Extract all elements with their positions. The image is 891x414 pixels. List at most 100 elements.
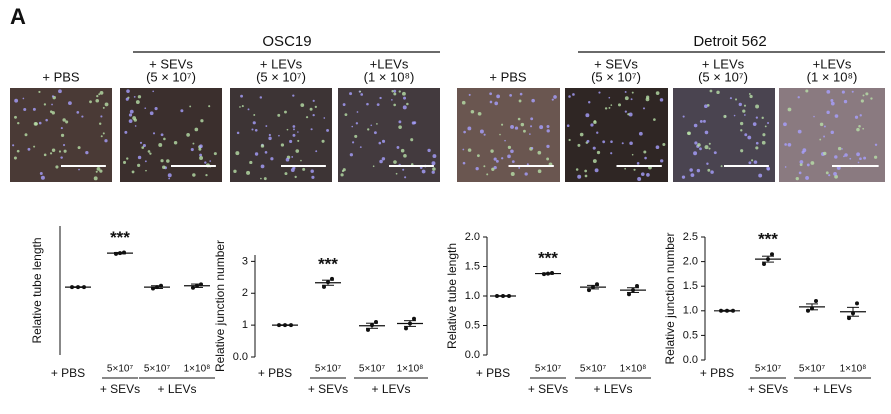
cell (859, 114, 862, 117)
data-point (762, 262, 766, 267)
cell (617, 103, 622, 107)
cell (104, 139, 108, 143)
cell (144, 107, 147, 110)
cell (624, 167, 626, 170)
cell (633, 168, 636, 171)
y-tick-label: 0.5 (683, 329, 698, 341)
cell (51, 148, 56, 153)
cell (608, 96, 611, 99)
cell (575, 168, 579, 171)
cell (342, 168, 346, 172)
cell (830, 101, 835, 106)
cell (432, 154, 437, 158)
cell (134, 125, 137, 127)
data-point (404, 326, 408, 331)
cell (200, 119, 204, 123)
cell (260, 164, 265, 169)
cell (137, 95, 142, 99)
cell (189, 105, 192, 108)
cell (13, 156, 17, 160)
cell (462, 148, 465, 151)
cell (496, 94, 500, 99)
y-tick-label: 2 (242, 287, 248, 299)
cell (510, 125, 514, 129)
significance: *** (758, 230, 778, 249)
significance: *** (318, 254, 338, 273)
cell (870, 97, 873, 100)
cell (160, 159, 164, 163)
x-tick-label: 1×10⁸ (397, 364, 424, 375)
cell (359, 90, 362, 93)
cell (610, 140, 613, 143)
cell (841, 90, 845, 94)
cell (381, 157, 386, 161)
cell (751, 159, 754, 162)
cell (145, 169, 147, 172)
cell (706, 162, 709, 166)
cell (475, 166, 479, 171)
cell (23, 107, 27, 112)
cell (233, 169, 237, 173)
cell (740, 129, 743, 132)
x-tick-label: + PBS (700, 366, 734, 380)
cell (100, 135, 103, 138)
cell (499, 133, 501, 136)
cell (537, 169, 542, 174)
cell (537, 150, 542, 155)
cell (783, 122, 787, 127)
cell (39, 172, 43, 175)
cell (738, 102, 742, 107)
cell (610, 104, 613, 106)
cell (462, 161, 466, 165)
cell (520, 122, 525, 127)
cell (733, 114, 736, 117)
cell (149, 152, 152, 155)
cell (577, 174, 582, 179)
cell (834, 114, 839, 118)
cell (797, 96, 800, 99)
cell (596, 150, 601, 155)
cell (566, 124, 570, 128)
cell (856, 152, 860, 157)
cell (14, 115, 17, 119)
cell (631, 91, 634, 94)
cell (799, 160, 804, 164)
y-tick-label: 2.0 (683, 256, 698, 268)
cell (431, 170, 435, 174)
cell (252, 121, 256, 125)
cell (240, 94, 243, 98)
cell (302, 167, 306, 171)
cell (239, 106, 241, 108)
cell (507, 145, 512, 149)
cell (659, 98, 664, 102)
cell (784, 143, 787, 146)
cell (572, 93, 575, 96)
x-tick-label: 5×10⁷ (580, 364, 607, 375)
cell (493, 165, 497, 170)
cell (284, 172, 288, 176)
cell (192, 142, 195, 145)
cell (24, 133, 28, 137)
cell (526, 163, 529, 166)
cell (351, 125, 354, 128)
group-label: + SEVs (100, 382, 140, 396)
cell (834, 174, 838, 179)
cell (259, 96, 263, 99)
cell (125, 97, 129, 101)
cell (147, 150, 151, 153)
cell (208, 105, 211, 108)
cell (93, 176, 98, 181)
y-tick-label: 2.0 (465, 231, 480, 243)
cell (592, 159, 597, 163)
cell (857, 161, 860, 164)
cell (743, 104, 747, 107)
cell (596, 131, 599, 134)
cell (128, 119, 133, 124)
cell (568, 95, 571, 98)
cell (192, 173, 196, 177)
cell (723, 114, 727, 119)
cell (531, 146, 534, 150)
cell (312, 99, 315, 102)
cell (819, 138, 822, 141)
